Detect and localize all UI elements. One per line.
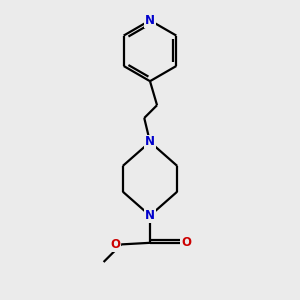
Text: O: O	[181, 236, 191, 249]
Text: N: N	[145, 14, 155, 27]
Text: N: N	[145, 136, 155, 148]
Text: O: O	[110, 238, 120, 251]
Text: N: N	[145, 209, 155, 222]
